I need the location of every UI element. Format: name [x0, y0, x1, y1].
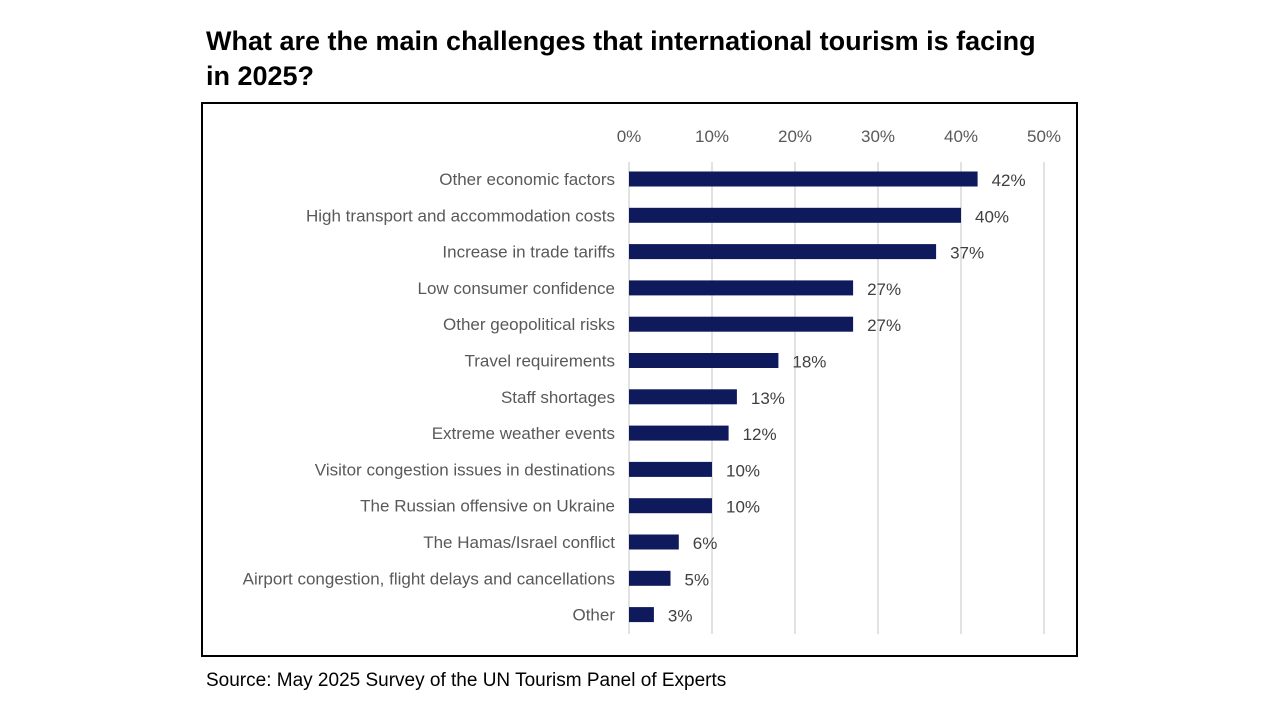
- category-label: Extreme weather events: [432, 424, 615, 443]
- bar: [629, 353, 779, 368]
- data-label: 37%: [950, 244, 984, 263]
- data-label: 18%: [792, 353, 826, 372]
- data-label: 27%: [867, 280, 901, 299]
- x-tick-label: 40%: [944, 127, 978, 146]
- x-tick-label: 50%: [1027, 127, 1061, 146]
- data-label: 40%: [975, 207, 1009, 226]
- data-label: 5%: [685, 570, 710, 589]
- category-label: Travel requirements: [464, 352, 615, 371]
- source-note: Source: May 2025 Survey of the UN Touris…: [206, 670, 727, 691]
- category-label: Increase in trade tariffs: [442, 243, 615, 262]
- bar: [629, 171, 978, 187]
- category-label: High transport and accommodation costs: [306, 206, 615, 225]
- bar: [629, 425, 729, 441]
- chart-title: What are the main challenges that intern…: [206, 26, 1036, 91]
- bar: [629, 389, 737, 405]
- x-tick-label: 10%: [695, 127, 729, 146]
- category-label: The Hamas/Israel conflict: [423, 533, 615, 552]
- bar: [629, 534, 679, 550]
- category-label: Other geopolitical risks: [443, 315, 615, 334]
- bar: [629, 280, 854, 296]
- bar: [629, 461, 712, 477]
- category-label: Airport congestion, flight delays and ca…: [243, 569, 615, 588]
- bar: [629, 316, 854, 332]
- data-label: 42%: [992, 171, 1026, 190]
- data-label: 10%: [726, 498, 760, 517]
- data-label: 6%: [693, 534, 718, 553]
- data-label: 3%: [668, 607, 693, 626]
- bar: [629, 207, 961, 223]
- data-label: 12%: [743, 425, 777, 444]
- category-label: Staff shortages: [501, 388, 615, 407]
- bar: [629, 607, 654, 623]
- category-label: Visitor congestion issues in destination…: [315, 460, 615, 479]
- x-tick-label: 30%: [861, 127, 895, 146]
- category-label: Low consumer confidence: [417, 279, 615, 298]
- data-label: 10%: [726, 461, 760, 480]
- category-label: Other economic factors: [439, 170, 615, 189]
- bar: [629, 244, 937, 260]
- x-tick-label: 0%: [617, 127, 642, 146]
- x-tick-label: 20%: [778, 127, 812, 146]
- bar: [629, 570, 671, 586]
- category-label: Other: [572, 606, 615, 625]
- data-label: 27%: [867, 316, 901, 335]
- data-label: 13%: [751, 389, 785, 408]
- bar-chart: 0% 10% 20% 30% 40% 50% Other economic factors 4…: [243, 127, 1061, 634]
- bar: [629, 498, 712, 514]
- category-label: The Russian offensive on Ukraine: [360, 497, 615, 516]
- chart-frame: 0% 10% 20% 30% 40% 50% Other economic factors 4…: [201, 102, 1078, 657]
